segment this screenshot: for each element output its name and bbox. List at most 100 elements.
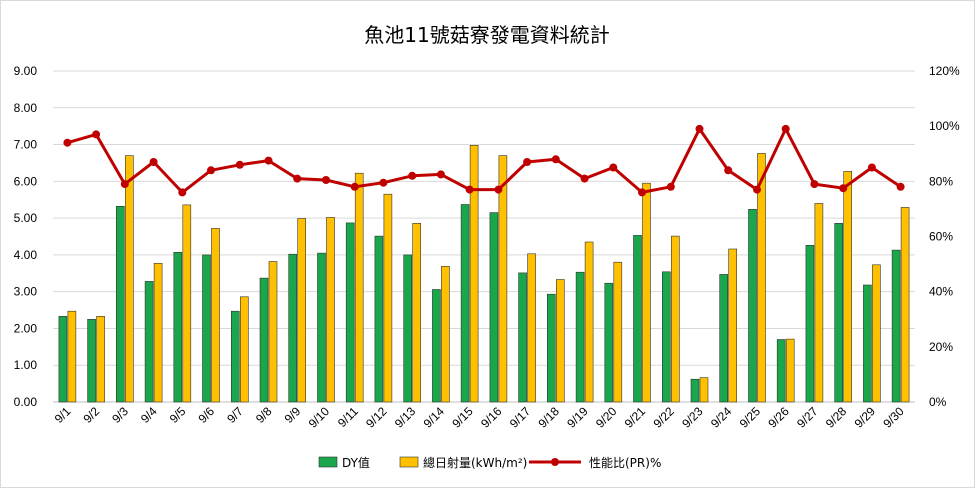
x-tick-label: 9/22 (650, 404, 677, 431)
dy-bar (748, 209, 757, 403)
pr-point (523, 158, 532, 166)
pr-point (724, 166, 733, 175)
irradiance-bar (268, 261, 278, 403)
irradiance-bar (125, 155, 134, 403)
irradiance-bar (757, 153, 766, 403)
irradiance-bar (67, 310, 77, 403)
x-tick-label: 9/2 (81, 404, 103, 426)
gridlines (53, 70, 915, 403)
pr-point (753, 185, 761, 194)
dy-bar (144, 281, 154, 403)
pr-point (264, 156, 273, 165)
x-tick-label: 9/27 (794, 404, 821, 431)
pr-point (379, 178, 388, 187)
pr-point (695, 124, 704, 133)
pr-point (408, 171, 417, 180)
pr-point (149, 158, 158, 166)
irradiance-bar (642, 182, 651, 403)
pr-point (839, 184, 848, 193)
x-tick-label: 9/28 (823, 404, 850, 431)
dy-bar (288, 253, 298, 403)
dy-bar (58, 315, 68, 403)
dy-bar (317, 252, 326, 403)
dy-bar (863, 284, 872, 403)
pr-point (120, 180, 129, 189)
pr-point (235, 160, 244, 169)
x-tick-label: 9/25 (737, 404, 764, 431)
dy-bar (690, 378, 700, 403)
irradiance-bar (441, 265, 450, 403)
dy-bar (460, 204, 470, 403)
irradiance-bar (412, 223, 422, 403)
x-tick-label: 9/9 (282, 404, 304, 426)
pr-point (63, 138, 72, 147)
line-series (63, 124, 905, 197)
irradiance-bar (900, 207, 910, 403)
x-tick-label: 9/8 (253, 404, 275, 426)
pr-point (896, 182, 905, 191)
x-tick-label: 9/3 (109, 404, 131, 426)
dy-bar (891, 249, 901, 403)
y-left-tick-label: 4.00 (14, 248, 38, 262)
dy-bar (518, 272, 527, 403)
pr-point (207, 166, 215, 175)
pr-point (465, 185, 474, 194)
dy-bar (202, 254, 211, 403)
irradiance-bar (153, 262, 163, 403)
irradiance-bar (814, 203, 824, 403)
x-tick-label: 9/24 (708, 404, 735, 431)
pr-point (551, 155, 560, 164)
y-left-tick-label: 5.00 (14, 211, 38, 225)
dy-bar (231, 310, 240, 403)
pr-point (178, 188, 187, 197)
y-right-tick-label: 120% (929, 64, 960, 78)
pr-point (322, 176, 330, 184)
y-right-tick-label: 80% (929, 174, 953, 188)
irradiance-bar (872, 264, 881, 403)
pr-line (66, 127, 902, 194)
dy-bar (633, 235, 642, 403)
dy-bar (87, 318, 96, 403)
dy-bar (432, 289, 441, 403)
pr-point (580, 174, 589, 183)
irradiance-bar (326, 217, 335, 403)
x-tick-label: 9/15 (449, 404, 476, 431)
x-tick-label: 9/20 (593, 404, 620, 431)
bar-series (58, 145, 910, 403)
y-left-tick-label: 9.00 (14, 64, 38, 78)
y-right-tick-label: 60% (929, 230, 953, 244)
irradiance-bar (613, 261, 623, 403)
pr-point (810, 180, 819, 189)
pr-point (609, 163, 618, 172)
dy-bar (259, 277, 269, 403)
x-tick-label: 9/5 (167, 404, 189, 426)
y-left-tick-label: 1.00 (14, 358, 38, 372)
x-tick-label: 9/10 (306, 404, 333, 431)
x-tick-label: 9/30 (880, 404, 907, 431)
irradiance-bar (728, 248, 738, 403)
dy-bar (116, 206, 125, 403)
pr-point (781, 124, 790, 133)
irradiance-bar (354, 172, 364, 403)
x-tick-label: 9/4 (138, 404, 160, 426)
dy-bar (661, 271, 671, 403)
irradiance-bar (96, 315, 105, 403)
irradiance-bar (843, 171, 853, 403)
pr-point (666, 182, 675, 191)
pr-point (436, 170, 445, 179)
x-tick-label: 9/18 (536, 404, 563, 431)
x-tick-label: 9/23 (679, 404, 706, 431)
y-right-tick-label: 100% (929, 119, 960, 133)
dy-bar (604, 282, 614, 403)
irradiance-bar (699, 377, 709, 403)
irradiance-bar (211, 228, 220, 403)
legend-swatch (318, 456, 338, 468)
legend-label: DY值 (342, 455, 370, 470)
x-tick-label: 9/11 (335, 404, 361, 430)
irradiance-bar (785, 338, 795, 403)
x-tick-label: 9/14 (421, 404, 448, 431)
dy-bar (575, 271, 585, 403)
dy-bar (719, 274, 729, 403)
legend-swatch-marker (551, 458, 559, 466)
y-right-tick-label: 20% (929, 340, 953, 354)
